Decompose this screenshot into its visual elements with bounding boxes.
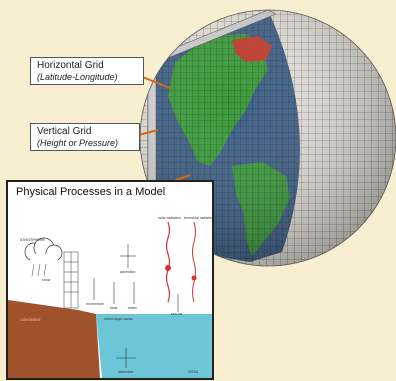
credit-label: NOAA [188, 370, 199, 374]
mixed-layer-ocean-label: mixed layer ocean [104, 317, 134, 321]
grid-column-icon [63, 251, 79, 309]
terrestrial-radiation-label: terrestrial radiation [184, 216, 214, 220]
terrestrial-radiation-marker [191, 275, 197, 281]
continent-shape [8, 300, 100, 378]
momentum-label: momentum [86, 302, 104, 306]
inset-title: Physical Processes in a Model [16, 186, 166, 198]
vertical-grid-callout: Vertical Grid (Height or Pressure) [30, 123, 140, 151]
solar-radiation-wave [165, 221, 171, 303]
snow-label: snow [42, 278, 51, 282]
cloud-icon [24, 237, 63, 277]
vertical-grid-subtitle: (Height or Pressure) [37, 137, 119, 148]
ocean-shape [96, 314, 212, 378]
horizontal-grid-callout: Horizontal Grid (Latitude-Longitude) [30, 57, 144, 85]
process-arrows [93, 244, 136, 368]
horizontal-grid-title: Horizontal Grid [37, 60, 104, 71]
water-label: water [128, 306, 137, 310]
atmosphere-label: ATMOSPHERE [20, 238, 45, 242]
vertical-grid-title: Vertical Grid [37, 126, 92, 137]
solar-radiation-marker [165, 265, 171, 271]
solar-radiation-label: solar radiation [158, 216, 181, 220]
sea-ice-label: sea ice [171, 312, 183, 316]
continent-label: CONTINENT [20, 318, 41, 322]
ocean-advection-label: advection [118, 370, 134, 374]
inset-illustration [8, 221, 212, 378]
physical-processes-inset: Physical Processes in a Model [6, 180, 214, 380]
terrestrial-radiation-wave [192, 221, 196, 303]
advection-label: advection [120, 270, 136, 274]
horizontal-grid-subtitle: (Latitude-Longitude) [37, 71, 118, 82]
heat-label: heat [110, 306, 117, 310]
